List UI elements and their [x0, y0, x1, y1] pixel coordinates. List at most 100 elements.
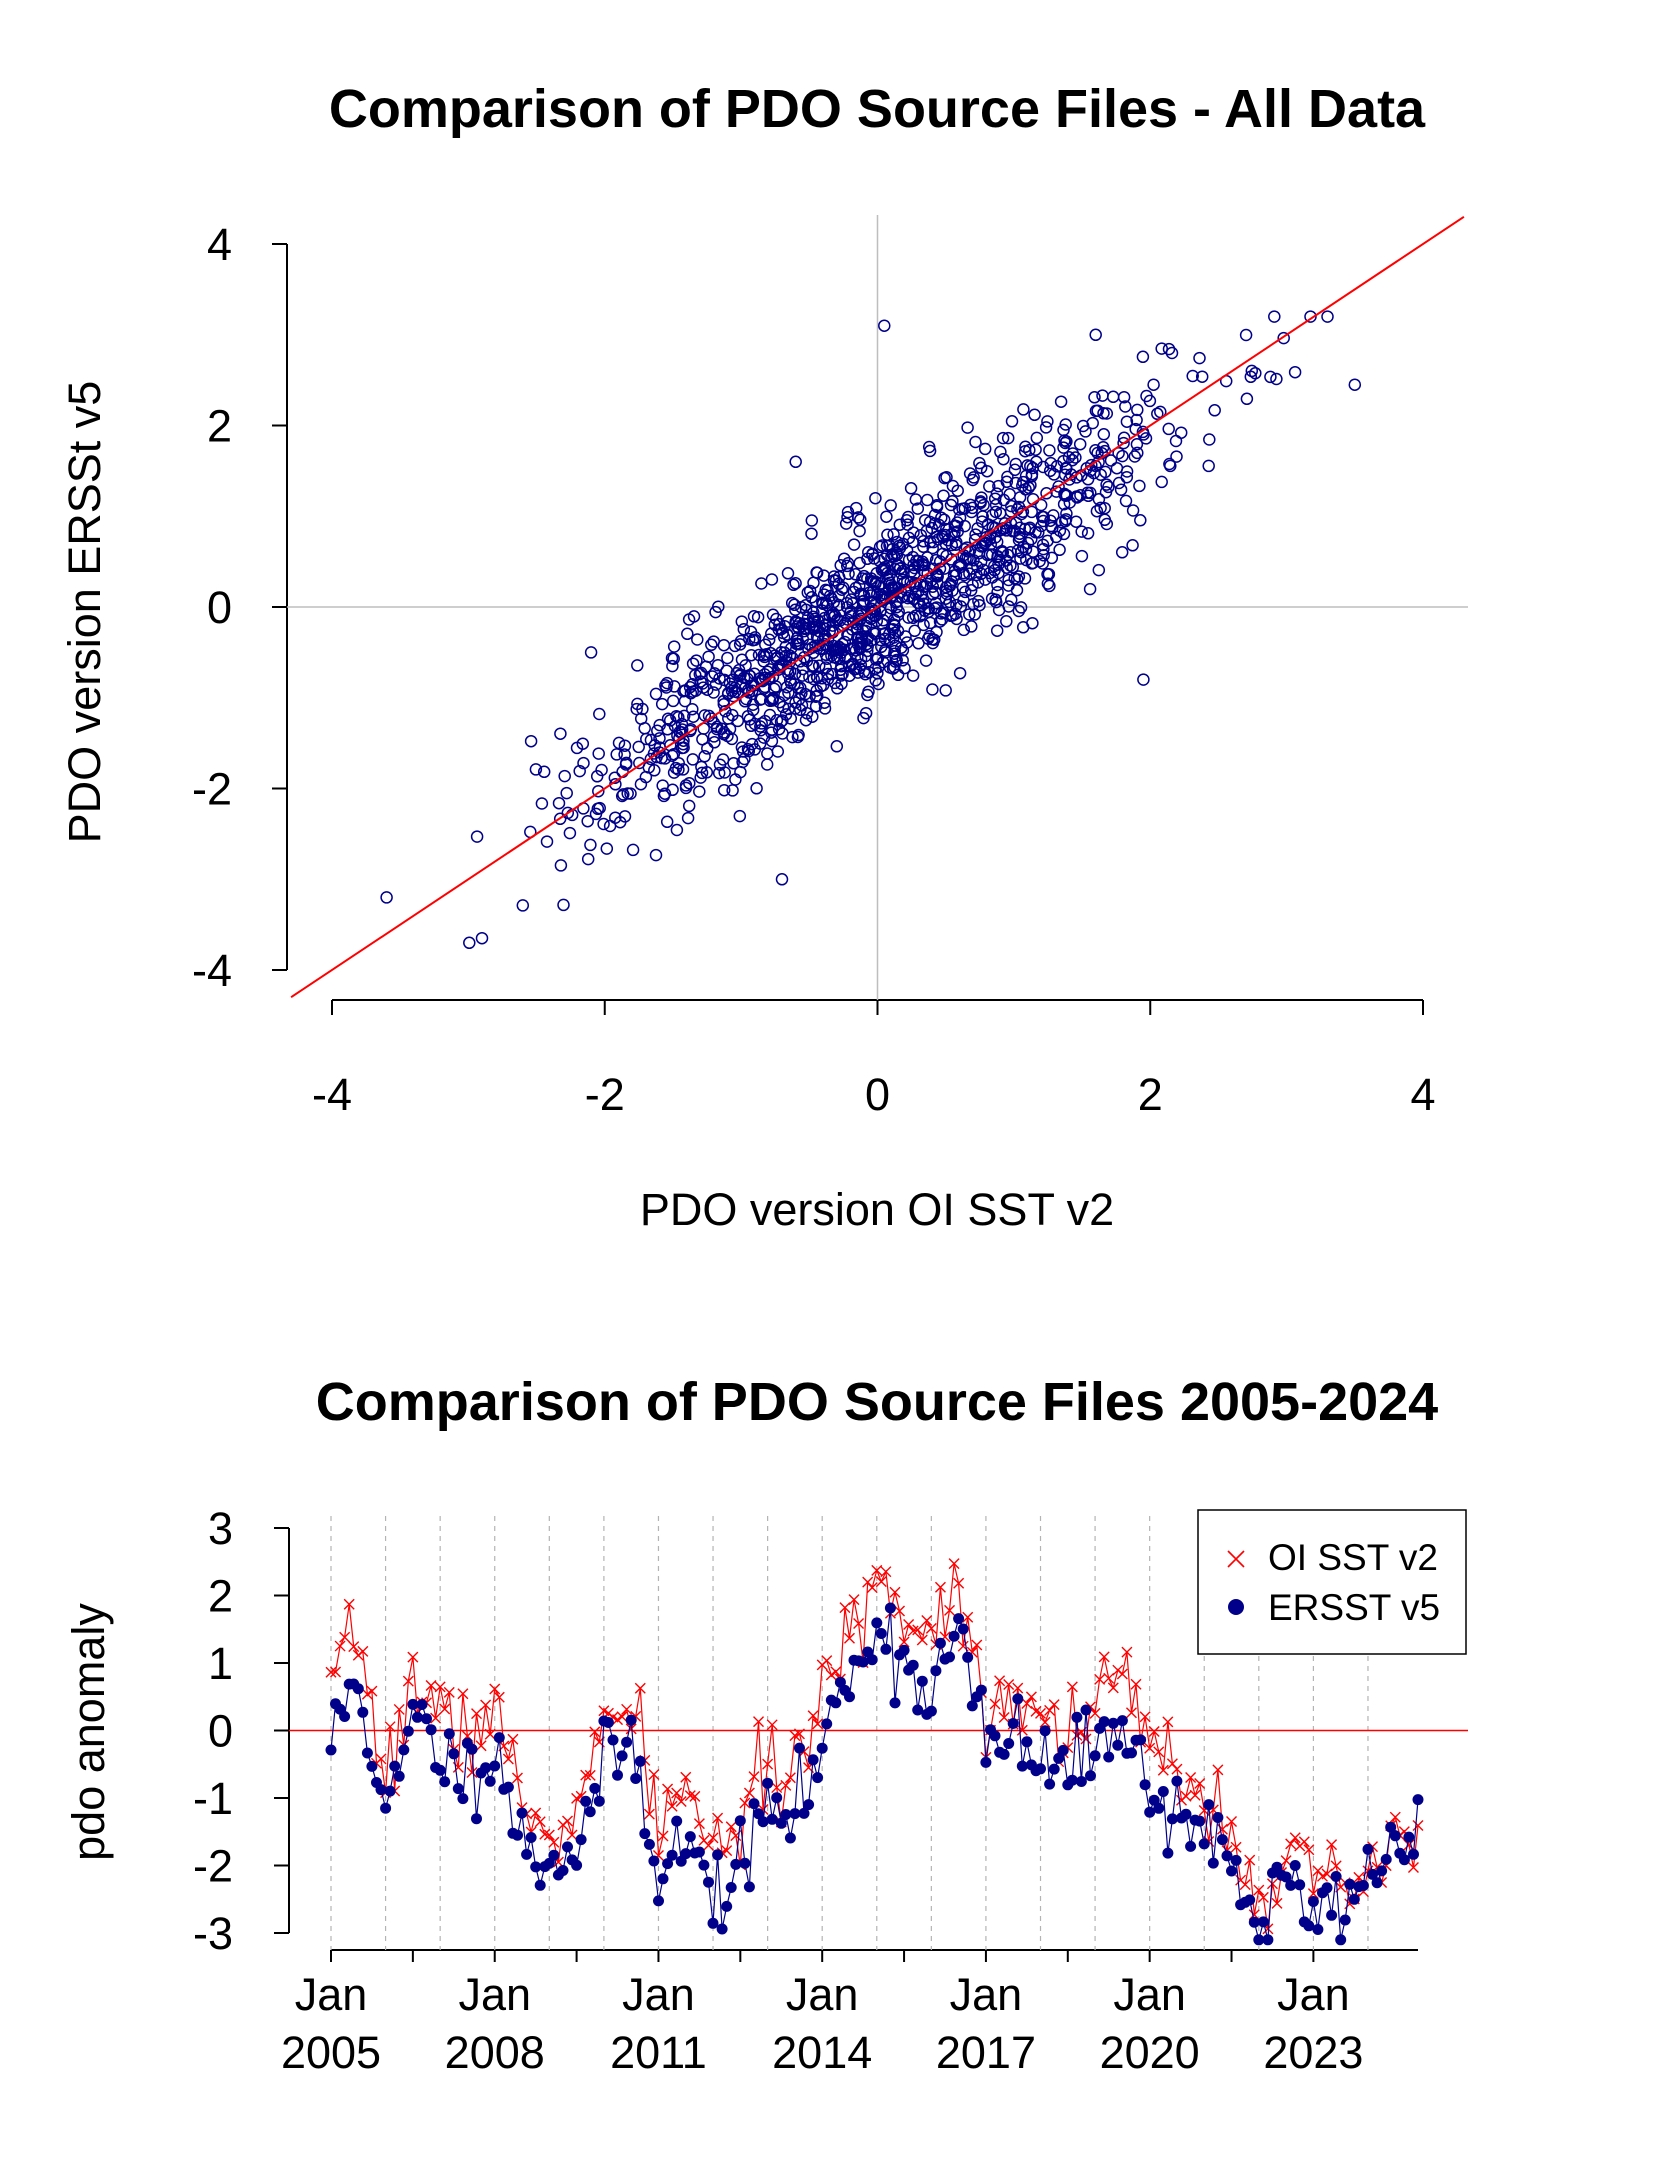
series-point-ersst	[1126, 1747, 1137, 1759]
scatter-point	[1270, 372, 1283, 386]
scatter-point	[600, 842, 614, 855]
series-point-ersst	[721, 1900, 733, 1912]
series-point-ersst	[584, 1806, 596, 1818]
scatter-point	[1059, 436, 1072, 450]
series-point-oi-sst	[807, 1710, 819, 1722]
series-point-oi-sst	[962, 1611, 974, 1623]
series-point-oi-sst	[1139, 1711, 1151, 1723]
series-point-ersst	[1307, 1896, 1319, 1907]
series-point-oi-sst	[684, 1790, 696, 1802]
scatter-point	[1116, 449, 1129, 463]
series-point-oi-sst	[1171, 1763, 1183, 1775]
series-point-ersst	[402, 1725, 414, 1737]
scatter-point	[939, 684, 952, 697]
series-point-ersst	[1185, 1840, 1197, 1852]
scatter-point	[971, 560, 984, 574]
series-point-oi-sst	[862, 1576, 874, 1588]
series-point-ersst	[1103, 1751, 1115, 1763]
series-point-ersst	[757, 1816, 769, 1828]
scatter-point	[766, 608, 780, 622]
scatter-point	[910, 554, 923, 567]
series-point-ersst	[775, 1817, 787, 1829]
series-point-oi-sst	[1048, 1699, 1060, 1711]
series-point-oi-sst	[830, 1666, 842, 1678]
scatter-point	[705, 638, 718, 652]
series-point-oi-sst	[393, 1703, 405, 1715]
series-point-ersst	[634, 1755, 646, 1767]
scatter-point	[1011, 544, 1025, 557]
scatter-point	[1023, 443, 1036, 457]
series-point-ersst	[1262, 1934, 1274, 1946]
scatter-point	[619, 758, 633, 771]
series-point-ersst	[762, 1777, 774, 1789]
series-point-ersst	[1153, 1802, 1165, 1814]
series-point-ersst	[998, 1748, 1010, 1760]
scatter-point	[1112, 476, 1126, 490]
series-point-ersst	[357, 1706, 369, 1718]
series-point-oi-sst	[762, 1758, 774, 1770]
scatter-point	[1013, 521, 1027, 535]
series-point-oi-sst	[534, 1816, 546, 1828]
scatter-point	[948, 564, 962, 578]
series-point-ersst	[653, 1895, 664, 1907]
series-point-ersst	[1253, 1934, 1265, 1946]
series-point-oi-sst	[1066, 1681, 1078, 1693]
scatter-point	[1082, 489, 1095, 503]
scatter-point	[975, 540, 988, 553]
scatter-point	[997, 452, 1010, 466]
scatter-point	[707, 686, 720, 699]
series-point-oi-sst	[1389, 1811, 1401, 1823]
series-point-oi-sst	[748, 1771, 760, 1783]
series-point-ersst	[534, 1879, 546, 1891]
scatter-point	[679, 779, 693, 792]
scatter-point	[1019, 542, 1033, 556]
scatter-point	[975, 515, 989, 528]
series-point-ersst	[421, 1713, 432, 1725]
series-point-oi-sst	[1285, 1838, 1297, 1850]
series-point-ersst	[753, 1808, 764, 1820]
scatter-point	[919, 654, 933, 667]
scatter-point	[1079, 425, 1092, 438]
series-point-ersst	[352, 1683, 364, 1695]
series-point-oi-sst	[948, 1558, 960, 1570]
scatter-point	[757, 648, 771, 662]
scatter-point	[961, 421, 974, 434]
scatter-point	[861, 552, 874, 566]
scatter-point	[878, 627, 892, 640]
series-point-ersst	[466, 1743, 478, 1755]
scatter-point	[1041, 534, 1054, 548]
series-point-oi-sst	[1289, 1832, 1301, 1844]
line-chart: Comparison of PDO Source Files 2005-2024…	[63, 1372, 1468, 2078]
scatter-point	[658, 752, 672, 765]
series-point-ersst	[1339, 1914, 1351, 1926]
scatter-point	[672, 763, 685, 776]
series-point-ersst	[1039, 1725, 1051, 1737]
series-point-oi-sst	[843, 1632, 855, 1644]
scatter-point	[380, 891, 393, 904]
scatter-point	[782, 702, 795, 716]
series-point-ersst	[771, 1792, 783, 1804]
series-point-ersst	[1012, 1693, 1024, 1705]
series-point-oi-sst	[471, 1708, 483, 1720]
scatter-point	[1240, 392, 1254, 406]
scatter-point	[893, 562, 907, 575]
scatter-point	[1089, 444, 1102, 457]
series-point-ersst	[1280, 1871, 1292, 1883]
scatter-point	[1092, 455, 1105, 469]
scatter-point	[1126, 504, 1140, 517]
scatter-point	[1030, 431, 1044, 445]
scatter-point	[1264, 370, 1277, 384]
scatter-point	[906, 669, 920, 682]
scatter-point	[1131, 403, 1144, 417]
scatter-point	[860, 637, 873, 651]
scatter-point	[687, 610, 701, 623]
series-point-ersst	[816, 1742, 828, 1754]
series-point-ersst	[416, 1699, 428, 1710]
scatter-point	[773, 617, 786, 631]
scatter-point	[736, 755, 749, 769]
series-point-ersst	[580, 1795, 592, 1807]
scatter-point	[618, 810, 632, 823]
series-point-ersst	[934, 1637, 946, 1649]
scatter-point	[878, 560, 891, 574]
scatter-point	[1277, 331, 1290, 345]
